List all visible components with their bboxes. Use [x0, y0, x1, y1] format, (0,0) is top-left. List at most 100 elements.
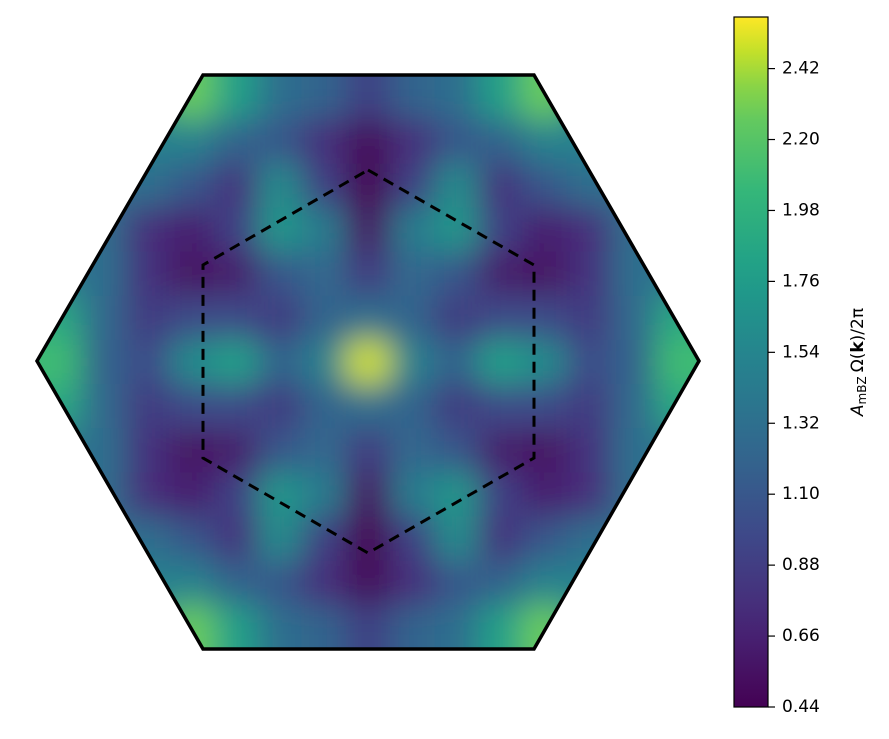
- colorbar-tick-label: 2.20: [782, 130, 820, 150]
- heatmap-cell: [213, 119, 259, 164]
- heatmap-cell: [478, 560, 524, 606]
- heatmap-cell: [169, 119, 215, 164]
- heatmap-cell: [566, 75, 612, 120]
- heatmap-cell: [434, 384, 479, 429]
- heatmap-cell: [654, 384, 699, 429]
- heatmap-cell: [169, 339, 215, 385]
- heatmap-cell: [345, 119, 391, 164]
- heatmap-cell: [478, 251, 524, 297]
- heatmap-cell: [301, 295, 347, 341]
- heatmap-cell: [654, 604, 699, 649]
- heatmap-cell: [610, 516, 656, 562]
- heatmap-cell: [566, 604, 612, 649]
- heatmap-cell: [390, 560, 435, 606]
- heatmap-cell: [37, 163, 82, 209]
- heatmap-cell: [81, 295, 126, 341]
- heatmap-cell: [390, 295, 435, 341]
- heatmap-cell: [390, 251, 435, 297]
- heatmap-cell: [610, 384, 656, 429]
- heatmap-cell: [434, 516, 479, 562]
- heatmap-cell: [434, 251, 479, 297]
- label-text: Ω(: [848, 353, 868, 373]
- heatmap-cell: [301, 516, 347, 562]
- heatmap-cell: [390, 207, 435, 253]
- heatmap-cell: [434, 207, 479, 253]
- heatmap-cell: [301, 384, 347, 429]
- heatmap-cell: [610, 604, 656, 649]
- heatmap-cell: [301, 251, 347, 297]
- heatmap-cell: [169, 251, 215, 297]
- heatmap-cell: [654, 119, 699, 164]
- heatmap-cell: [257, 428, 303, 473]
- heatmap-cell: [522, 207, 568, 253]
- heatmap-cell: [213, 163, 259, 209]
- heatmap-cell: [81, 75, 126, 120]
- heatmap-cell: [478, 472, 524, 518]
- colorbar-tick-label: 1.10: [782, 484, 820, 504]
- heatmap-cell: [301, 472, 347, 518]
- heatmap-cell: [125, 295, 170, 341]
- heatmap-cell: [81, 119, 126, 164]
- heatmap-cell: [169, 163, 215, 209]
- heatmap-cell: [81, 516, 126, 562]
- heatmap-cell: [566, 428, 612, 473]
- heatmap-cell: [478, 163, 524, 209]
- heatmap-cell: [81, 163, 126, 209]
- heatmap-area: [37, 75, 699, 649]
- heatmap-cell: [610, 560, 656, 606]
- heatmap-cell: [345, 75, 391, 120]
- heatmap-cell: [478, 75, 524, 120]
- heatmap-cell: [301, 339, 347, 385]
- colorbar: [734, 17, 768, 707]
- heatmap-cell: [390, 163, 435, 209]
- heatmap-cell: [213, 472, 259, 518]
- heatmap-cell: [345, 516, 391, 562]
- heatmap-cell: [37, 119, 82, 164]
- colorbar-label: AmBZ Ω(k)/2π: [848, 308, 869, 417]
- heatmap-cell: [610, 163, 656, 209]
- heatmap-cell: [125, 75, 170, 120]
- heatmap-cell: [169, 295, 215, 341]
- heatmap-cell: [125, 339, 170, 385]
- heatmap-cell: [125, 428, 170, 473]
- heatmap-cell: [345, 207, 391, 253]
- heatmap-cell: [213, 339, 259, 385]
- heatmap-cell: [257, 604, 303, 649]
- colorbar-frame: [733, 16, 769, 708]
- colorbar-tick-label: 0.66: [782, 626, 820, 646]
- heatmap-cell: [654, 516, 699, 562]
- colorbar-ticks: 0.44 0.66 0.88 1.10 1.32 1.54 1.76 1.98 2.20 2.42: [768, 59, 820, 717]
- label-symbol: A: [848, 404, 868, 417]
- heatmap-cell: [37, 472, 82, 518]
- heatmap-cell: [522, 472, 568, 518]
- heatmap-cell: [345, 560, 391, 606]
- heatmap-cell: [257, 384, 303, 429]
- colorbar-tick-label: 1.76: [782, 271, 820, 291]
- heatmap-cell: [213, 295, 259, 341]
- heatmap-cell: [478, 384, 524, 429]
- colorbar-tick-label: 1.98: [782, 200, 820, 220]
- heatmap-cells: [37, 75, 699, 649]
- heatmap-cell: [390, 516, 435, 562]
- heatmap-cell: [125, 207, 170, 253]
- label-text-end: )/2π: [848, 308, 868, 341]
- heatmap-cell: [345, 604, 391, 649]
- heatmap-cell: [345, 428, 391, 473]
- heatmap-cell: [81, 560, 126, 606]
- heatmap-cell: [566, 384, 612, 429]
- heatmap-cell: [478, 604, 524, 649]
- heatmap-cell: [169, 604, 215, 649]
- heatmap-cell: [654, 428, 699, 473]
- heatmap-cell: [654, 472, 699, 518]
- heatmap-cell: [654, 207, 699, 253]
- colorbar-tick-label: 0.88: [782, 555, 820, 575]
- heatmap-cell: [125, 604, 170, 649]
- heatmap-cell: [522, 339, 568, 385]
- heatmap-cell: [213, 604, 259, 649]
- heatmap-cell: [522, 163, 568, 209]
- label-subscript: mBZ: [855, 376, 869, 404]
- heatmap-cell: [522, 295, 568, 341]
- heatmap-cell: [169, 516, 215, 562]
- heatmap-cell: [257, 516, 303, 562]
- heatmap-cell: [169, 207, 215, 253]
